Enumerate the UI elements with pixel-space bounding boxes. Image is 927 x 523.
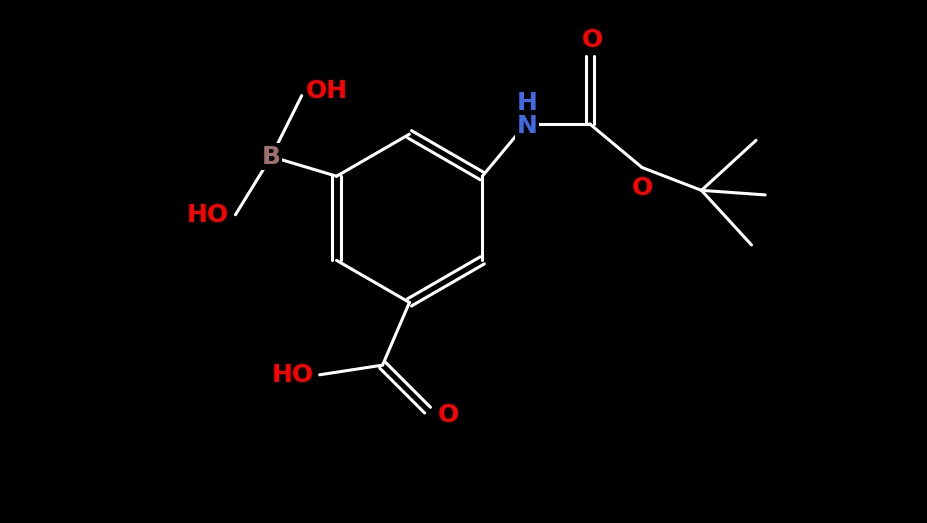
Text: HO: HO bbox=[271, 363, 313, 387]
Text: HO: HO bbox=[187, 203, 229, 227]
Text: N: N bbox=[516, 114, 537, 138]
Text: O: O bbox=[437, 403, 458, 427]
Text: B: B bbox=[261, 145, 281, 168]
Text: O: O bbox=[630, 176, 652, 200]
Text: OH: OH bbox=[305, 79, 348, 103]
Text: O: O bbox=[580, 28, 602, 52]
Text: H: H bbox=[516, 92, 537, 116]
